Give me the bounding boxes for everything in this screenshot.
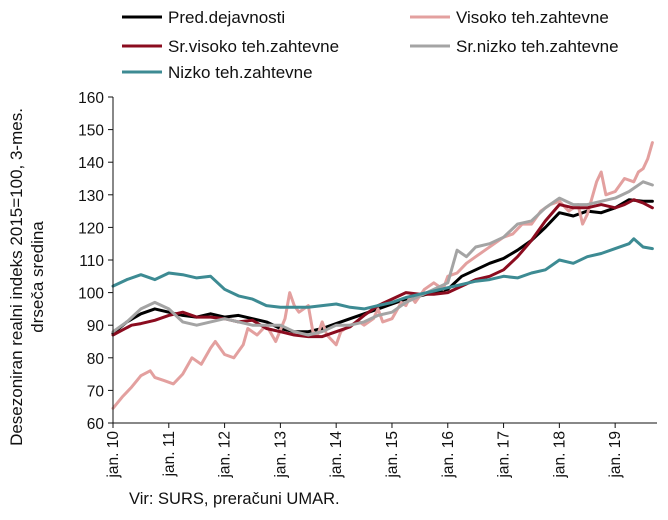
y-axis-label-line: Desezoniran realni indeks 2015=100, 3-me… — [7, 108, 26, 446]
y-tick-label: 80 — [87, 351, 105, 368]
y-tick-label: 120 — [78, 220, 104, 237]
source-note: Vir: SURS, preračuni UMAR. — [129, 490, 340, 508]
y-tick-label: 70 — [87, 383, 105, 400]
y-tick-label: 60 — [87, 416, 105, 433]
legend-label: Sr.nizko teh.zahtevne — [456, 37, 619, 56]
series-line-5 — [111, 237, 654, 311]
y-tick-label: 150 — [78, 123, 104, 140]
series-line-4 — [111, 180, 654, 337]
y-axis-label-line: drseča sredina — [28, 221, 47, 333]
legend-label: Sr.visoko teh.zahtevne — [168, 37, 339, 56]
y-tick-label: 110 — [79, 253, 104, 270]
legend-label: Pred.dejavnosti — [168, 8, 285, 27]
y-tick-label: 90 — [87, 318, 105, 335]
series-line-2 — [111, 141, 654, 410]
axes: 60 70 80 90 100 110 120 130 140 150 160 jan. 10 jan.… — [78, 90, 657, 479]
series-line-1 — [111, 198, 654, 335]
plot-area: 60 70 80 90 100 110 120 130 140 150 160 jan. 10 jan.… — [78, 90, 657, 479]
x-tick-label: jan. 11 — [161, 431, 178, 477]
x-tick-label: jan. 19 — [607, 431, 624, 479]
x-tick-label: jan. 10 — [105, 431, 122, 479]
x-tick-label: jan. 15 — [384, 431, 401, 479]
x-tick-label: jan. 16 — [440, 431, 457, 479]
x-tick-label: jan. 18 — [551, 431, 568, 479]
y-axis-label: Desezoniran realni indeks 2015=100, 3-me… — [7, 108, 47, 446]
y-tick-label: 140 — [78, 155, 104, 172]
y-tick-label: 130 — [78, 188, 104, 205]
x-tick-label: jan. 14 — [328, 431, 345, 479]
legend: Pred.dejavnosti Visoko teh.zahtevne Sr.vis… — [122, 8, 619, 82]
x-tick-label: jan. 13 — [272, 431, 289, 479]
series-line-3 — [111, 198, 654, 339]
x-tick-label: jan. 17 — [496, 431, 513, 479]
legend-label: Nizko teh.zahtevne — [168, 63, 313, 82]
y-tick-label: 100 — [78, 286, 104, 303]
y-tick-label: 160 — [78, 90, 104, 107]
series-layer — [111, 141, 654, 410]
x-tick-label: jan. 12 — [217, 431, 234, 479]
legend-label: Visoko teh.zahtevne — [456, 8, 609, 27]
